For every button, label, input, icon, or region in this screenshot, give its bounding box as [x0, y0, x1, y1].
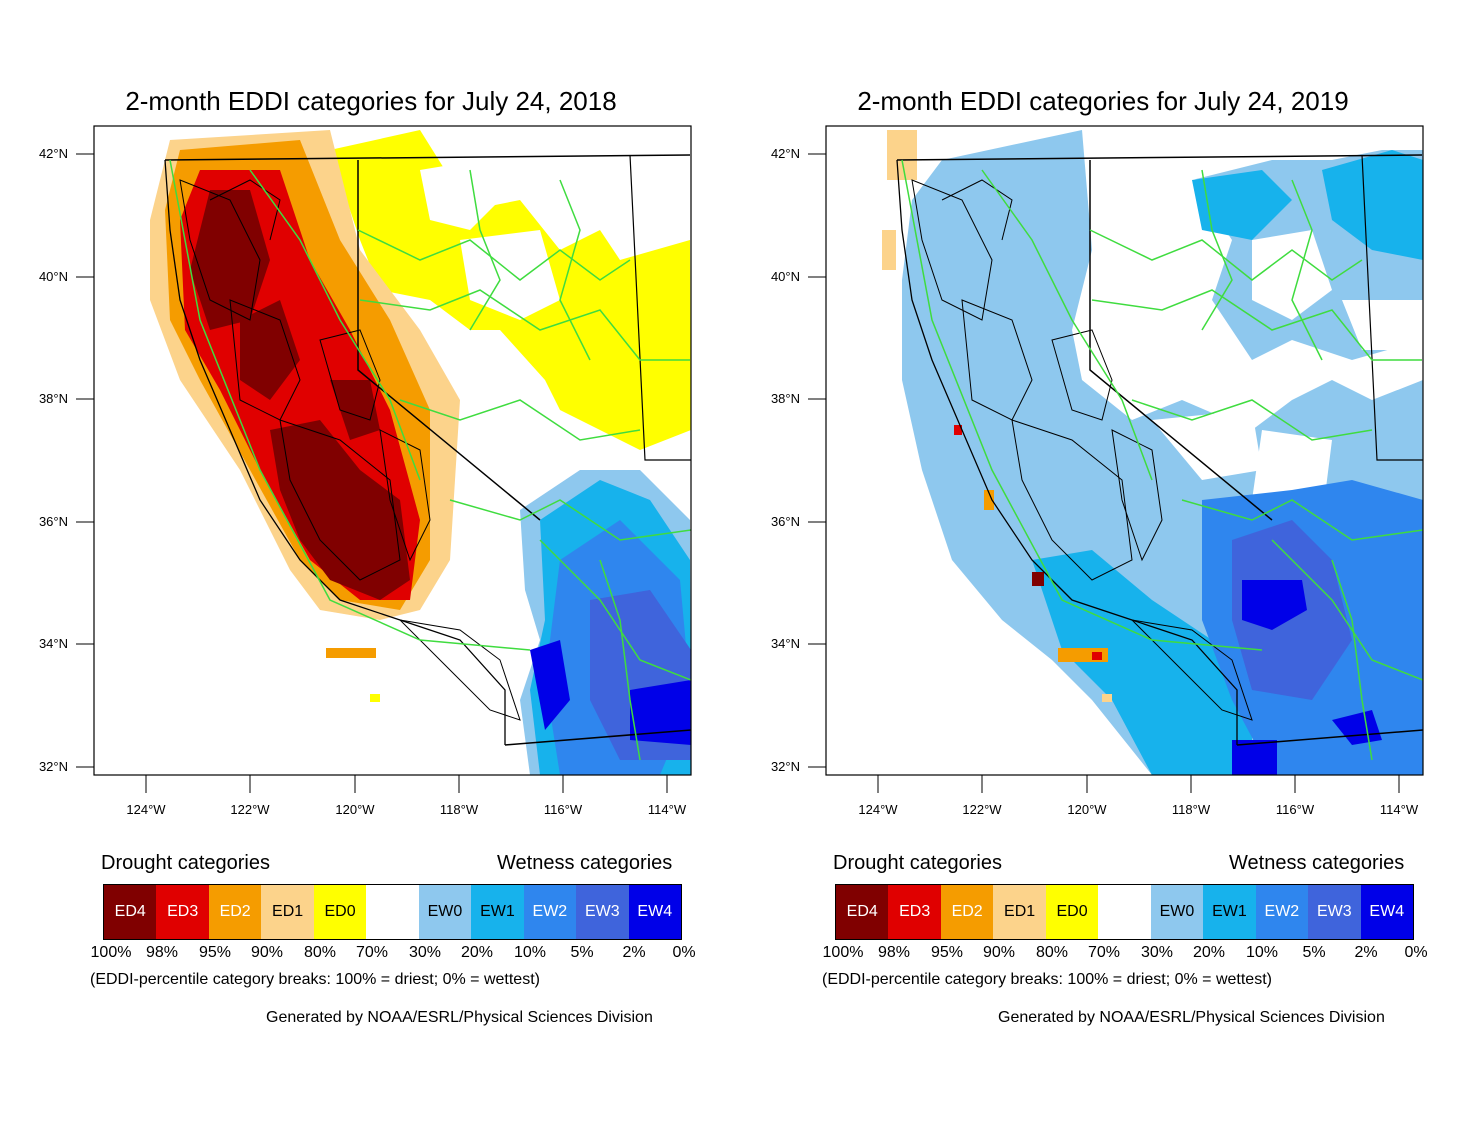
wetness-heading: Wetness categories [1229, 852, 1405, 874]
legend-swatch: EW2 [523, 885, 577, 939]
lon-label: 124°W [858, 802, 898, 817]
category-note: (EDDI-percentile category breaks: 100% =… [822, 971, 1272, 988]
category-shading [94, 130, 691, 775]
lon-label: 116°W [543, 802, 583, 817]
lon-label: 114°W [1379, 802, 1419, 817]
legend-swatch: ED0 [1045, 885, 1099, 939]
break-label: 95% [930, 944, 964, 961]
break-label: 95% [198, 944, 232, 961]
legend-swatch: ED4 [836, 885, 889, 939]
legend-swatch: ED1 [993, 885, 1046, 939]
legend-swatch: ED1 [261, 885, 314, 939]
lat-label: 34°N [38, 636, 68, 651]
map-panel-2018: 2-month EDDI categories for July 24, 201… [38, 86, 696, 1026]
break-label: 100% [90, 944, 132, 961]
legend-swatch: EW0 [418, 885, 472, 939]
break-label: 0% [1404, 944, 1428, 961]
lat-label: 34°N [770, 636, 800, 651]
legend-swatch: EW4 [628, 885, 681, 939]
lat-label: 42°N [770, 146, 800, 161]
break-label: 80% [1035, 944, 1069, 961]
legend-swatch [366, 885, 419, 939]
lon-label: 118°W [439, 802, 479, 817]
break-label: 98% [145, 944, 179, 961]
legend-swatch: EW3 [1308, 885, 1361, 939]
lon-label: 120°W [335, 802, 375, 817]
wetness-heading: Wetness categories [497, 852, 673, 874]
legend-swatch: EW4 [1360, 885, 1413, 939]
eddi-map-2018 [76, 125, 692, 793]
break-label: 20% [1192, 944, 1226, 961]
break-label: 100% [822, 944, 864, 961]
break-label: 90% [250, 944, 284, 961]
lat-label: 36°N [770, 514, 800, 529]
lon-label: 114°W [647, 802, 687, 817]
lat-label: 32°N [770, 759, 800, 774]
map-frame [825, 125, 1424, 776]
credit-line: Generated by NOAA/ESRL/Physical Sciences… [998, 1009, 1385, 1026]
legend-swatch: ED0 [313, 885, 367, 939]
lon-label: 122°W [230, 802, 270, 817]
climate-division-lines [901, 159, 1423, 761]
break-label: 70% [355, 944, 389, 961]
break-label: 2% [622, 944, 646, 961]
lat-label: 40°N [770, 269, 800, 284]
lon-label: 122°W [962, 802, 1002, 817]
map-title: 2-month EDDI categories for July 24, 201… [857, 86, 1349, 116]
break-label: 70% [1087, 944, 1121, 961]
break-label: 5% [1302, 944, 1326, 961]
eddi-map-2019 [808, 125, 1424, 793]
legend-swatch: ED3 [888, 885, 941, 939]
climate-division-lines [169, 159, 691, 761]
legend-swatch: EW0 [1150, 885, 1204, 939]
lat-label: 36°N [38, 514, 68, 529]
lon-label: 120°W [1067, 802, 1107, 817]
break-label: 0% [672, 944, 696, 961]
axis-ticks [808, 153, 1400, 793]
lat-label: 42°N [38, 146, 68, 161]
break-label: 2% [1354, 944, 1378, 961]
legend-colorbar: ED4 ED3 ED2 ED1 ED0 EW0 EW1 EW2 EW3 EW4 [835, 884, 1414, 940]
drought-heading: Drought categories [101, 852, 270, 874]
break-label: 98% [877, 944, 911, 961]
break-label: 90% [982, 944, 1016, 961]
legend-swatch: EW2 [1255, 885, 1309, 939]
break-label: 20% [460, 944, 494, 961]
map-title: 2-month EDDI categories for July 24, 201… [125, 86, 617, 116]
lon-label: 124°W [126, 802, 166, 817]
break-label: 30% [408, 944, 442, 961]
lat-label: 40°N [38, 269, 68, 284]
legend-swatch [1098, 885, 1151, 939]
legend-swatch: ED2 [940, 885, 994, 939]
legend-swatch: ED3 [156, 885, 209, 939]
credit-line: Generated by NOAA/ESRL/Physical Sciences… [266, 1009, 653, 1026]
lat-label: 38°N [38, 391, 68, 406]
legend-swatch: EW1 [471, 885, 524, 939]
axis-ticks [76, 153, 668, 793]
lon-label: 118°W [1171, 802, 1211, 817]
category-note: (EDDI-percentile category breaks: 100% =… [90, 971, 540, 988]
lat-label: 32°N [38, 759, 68, 774]
break-label: 5% [570, 944, 594, 961]
legend-colorbar: ED4 ED3 ED2 ED1 ED0 EW0 EW1 EW2 EW3 EW4 [103, 884, 682, 940]
map-panel-2019: 2-month EDDI categories for July 24, 201… [732, 0, 1474, 1147]
map-frame [93, 125, 692, 776]
category-shading [882, 130, 1423, 775]
legend-swatch: EW3 [576, 885, 629, 939]
drought-heading: Drought categories [833, 852, 1002, 874]
lon-label: 116°W [1275, 802, 1315, 817]
break-label: 10% [1245, 944, 1279, 961]
legend-swatch: EW1 [1203, 885, 1256, 939]
break-label: 80% [303, 944, 337, 961]
break-label: 30% [1140, 944, 1174, 961]
legend-swatch: ED2 [208, 885, 262, 939]
lat-label: 38°N [770, 391, 800, 406]
break-label: 10% [513, 944, 547, 961]
legend-swatch: ED4 [104, 885, 157, 939]
